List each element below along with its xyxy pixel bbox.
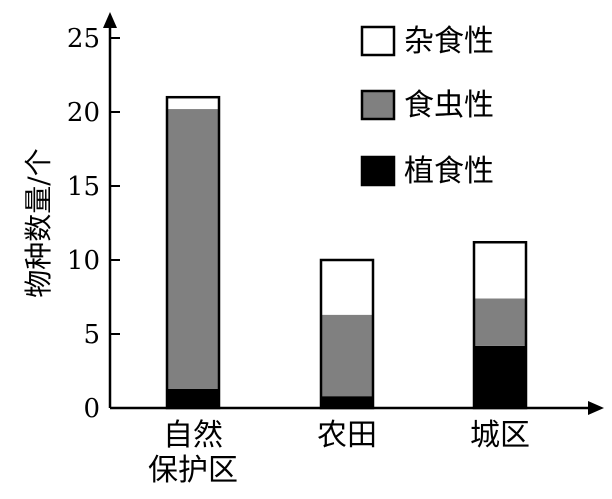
- bar-outline-2: [472, 240, 528, 410]
- category-label: 自然: [163, 418, 223, 453]
- y-tick-label: 5: [83, 320, 100, 350]
- bar-segment-2-1: [321, 260, 373, 315]
- y-tick-label: 10: [67, 246, 100, 276]
- legend-swatch: [360, 25, 396, 57]
- category-label: 农田: [317, 418, 377, 453]
- legend-label: 植食性: [404, 154, 494, 189]
- bar-segment-0-1: [321, 396, 373, 408]
- y-axis-arrow: [103, 12, 117, 28]
- category-label: 保护区: [148, 453, 238, 488]
- y-ticks: 0 5 10 15 20 25: [67, 24, 120, 424]
- bar-outline-1: [319, 258, 375, 410]
- x-axis-arrow: [588, 401, 604, 415]
- legend-swatch: [360, 89, 396, 121]
- bar-segment-0-0: [167, 388, 219, 408]
- y-tick-label: 15: [67, 172, 100, 202]
- bar-segment-1-2: [474, 298, 526, 346]
- category-label: 城区: [470, 418, 530, 453]
- y-axis-label: 物种数量/个: [22, 148, 55, 297]
- legend-swatch: [360, 155, 396, 187]
- bar-segment-2-2: [474, 242, 526, 299]
- bars: [165, 95, 528, 410]
- y-tick-label: 20: [67, 98, 100, 128]
- bar-outline-0: [165, 95, 221, 410]
- legend-label: 食虫性: [404, 88, 494, 123]
- y-tick-label: 25: [67, 24, 100, 54]
- legend-label: 杂食性: [404, 24, 494, 59]
- bar-segment-1-0: [167, 109, 219, 389]
- bar-segment-0-2: [474, 345, 526, 408]
- bar-segment-1-1: [321, 314, 373, 397]
- bar-segment-2-0: [167, 97, 219, 110]
- y-tick-label: 0: [83, 394, 100, 424]
